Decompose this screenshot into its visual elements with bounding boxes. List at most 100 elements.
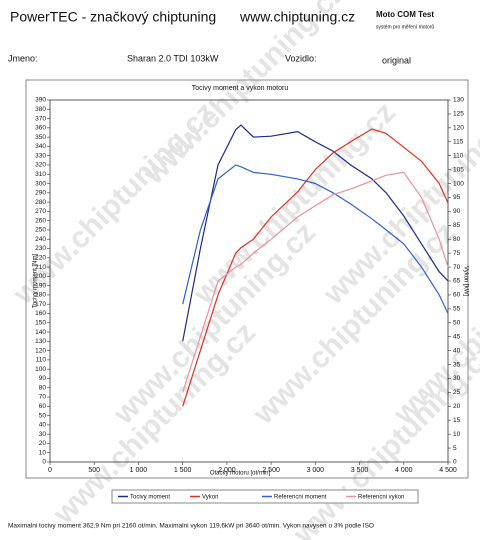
y-tick-label: 390	[35, 97, 46, 104]
y2-tick-label: 65	[453, 278, 461, 285]
vehicle: original	[382, 55, 411, 65]
series-line	[182, 124, 449, 342]
y2-tick-label: 60	[453, 292, 461, 299]
y2-tick-label: 30	[453, 375, 461, 382]
y-tick-label: 170	[35, 301, 46, 308]
y-tick-label: 350	[35, 134, 46, 141]
y-tick-label: 320	[35, 162, 46, 169]
y-tick-label: 290	[35, 190, 46, 197]
y-tick-label: 310	[35, 171, 46, 178]
y-tick-label: 260	[35, 217, 46, 224]
y2-tick-label: 20	[453, 403, 461, 410]
y-tick-label: 110	[36, 357, 47, 364]
y-tick-label: 0	[42, 459, 46, 466]
y-tick-label: 90	[39, 375, 47, 382]
url: www.chiptuning.cz	[239, 9, 355, 25]
x-tick-label: 3 000	[307, 467, 325, 474]
vehicle-label: Vozidlo:	[285, 53, 317, 63]
y-tick-label: 10	[39, 449, 47, 456]
series-line	[182, 164, 449, 314]
x-tick-label: 4 000	[395, 467, 413, 474]
x-tick-label: 2 000	[218, 467, 236, 474]
y2-axis-label: Vykon [kW]	[462, 266, 468, 296]
y-tick-label: 180	[35, 292, 46, 299]
y-tick-label: 60	[39, 403, 47, 410]
y2-tick-label: 130	[453, 97, 464, 104]
x-tick-label: 3 500	[351, 467, 369, 474]
y2-tick-label: 45	[453, 333, 461, 340]
y-tick-label: 330	[35, 152, 46, 159]
y2-tick-label: 120	[453, 125, 464, 132]
y2-tick-label: 115	[453, 138, 464, 145]
y-tick-label: 300	[35, 180, 46, 187]
series-line	[182, 171, 449, 393]
y-tick-label: 190	[35, 282, 46, 289]
chart-frame	[25, 79, 469, 479]
y-tick-label: 100	[35, 366, 46, 373]
y-tick-label: 80	[39, 384, 47, 391]
y-axis-label: Tocivy moment [Nm]	[33, 253, 39, 308]
y2-tick-label: 125	[453, 111, 464, 118]
y2-tick-label: 5	[453, 445, 457, 452]
y-tick-label: 200	[35, 273, 46, 280]
y-tick-label: 230	[35, 245, 46, 252]
y-tick-label: 360	[35, 125, 46, 132]
y2-tick-label: 90	[453, 208, 461, 215]
legend-label: Vykon	[202, 495, 218, 501]
y-tick-label: 270	[35, 208, 46, 215]
y-tick-label: 210	[35, 264, 46, 271]
y-tick-label: 220	[35, 255, 46, 262]
chart-title: Tocivy moment a vykon motoru	[192, 85, 289, 92]
x-tick-label: 4 500	[439, 467, 457, 474]
x-tick-label: 2 500	[262, 467, 280, 474]
legend-label: Referencni moment	[274, 495, 327, 501]
x-tick-label: 0	[48, 467, 52, 474]
x-tick-label: 500	[88, 467, 100, 474]
y2-tick-label: 80	[453, 236, 461, 243]
system: Moto COM Test	[376, 10, 434, 19]
series-line	[182, 128, 449, 407]
y-tick-label: 40	[39, 422, 47, 429]
y2-tick-label: 100	[453, 180, 464, 187]
y2-tick-label: 35	[453, 361, 461, 368]
y2-tick-label: 70	[453, 264, 461, 271]
y-tick-label: 280	[35, 199, 46, 206]
x-tick-label: 1 500	[174, 467, 192, 474]
y2-tick-label: 85	[453, 222, 461, 229]
y-tick-label: 240	[35, 236, 46, 243]
y-tick-label: 50	[39, 412, 47, 419]
y2-tick-label: 10	[453, 431, 461, 438]
footer: Maximalni tocivy moment 362,9 Nm pri 216…	[8, 523, 374, 530]
y-tick-label: 70	[39, 394, 47, 401]
system-note: systém pro měření motorů	[376, 23, 435, 30]
y2-tick-label: 95	[453, 194, 461, 201]
y2-tick-label: 75	[453, 250, 461, 257]
legend-label: Tocivy moment	[130, 495, 170, 501]
x-tick-label: 1 000	[130, 467, 148, 474]
legend-label: Referencni vykon	[358, 495, 404, 501]
y2-tick-label: 105	[453, 166, 464, 173]
y2-tick-label: 110	[453, 152, 464, 159]
name-label: Jmeno:	[8, 53, 38, 63]
y2-tick-label: 15	[453, 417, 461, 424]
y-tick-label: 140	[35, 329, 46, 336]
y2-tick-label: 0	[453, 459, 457, 466]
y2-tick-label: 50	[453, 319, 461, 326]
y-tick-label: 160	[35, 310, 46, 317]
y-tick-label: 20	[39, 440, 47, 447]
y-tick-label: 340	[35, 143, 46, 150]
name: Sharan 2.0 TDI 103kW	[127, 53, 219, 63]
y-tick-label: 130	[35, 338, 46, 345]
brand: PowerTEC - značkový chiptuning	[10, 9, 216, 25]
y-tick-label: 120	[35, 347, 46, 354]
y-tick-label: 370	[35, 115, 46, 122]
y-tick-label: 380	[35, 106, 46, 113]
y2-tick-label: 55	[453, 306, 461, 313]
y2-tick-label: 25	[453, 389, 461, 396]
x-axis-label: Otacky motoru [ot/min]	[210, 471, 271, 477]
y-tick-label: 150	[35, 319, 46, 326]
y-tick-label: 30	[39, 431, 47, 438]
y-tick-label: 250	[35, 227, 46, 234]
